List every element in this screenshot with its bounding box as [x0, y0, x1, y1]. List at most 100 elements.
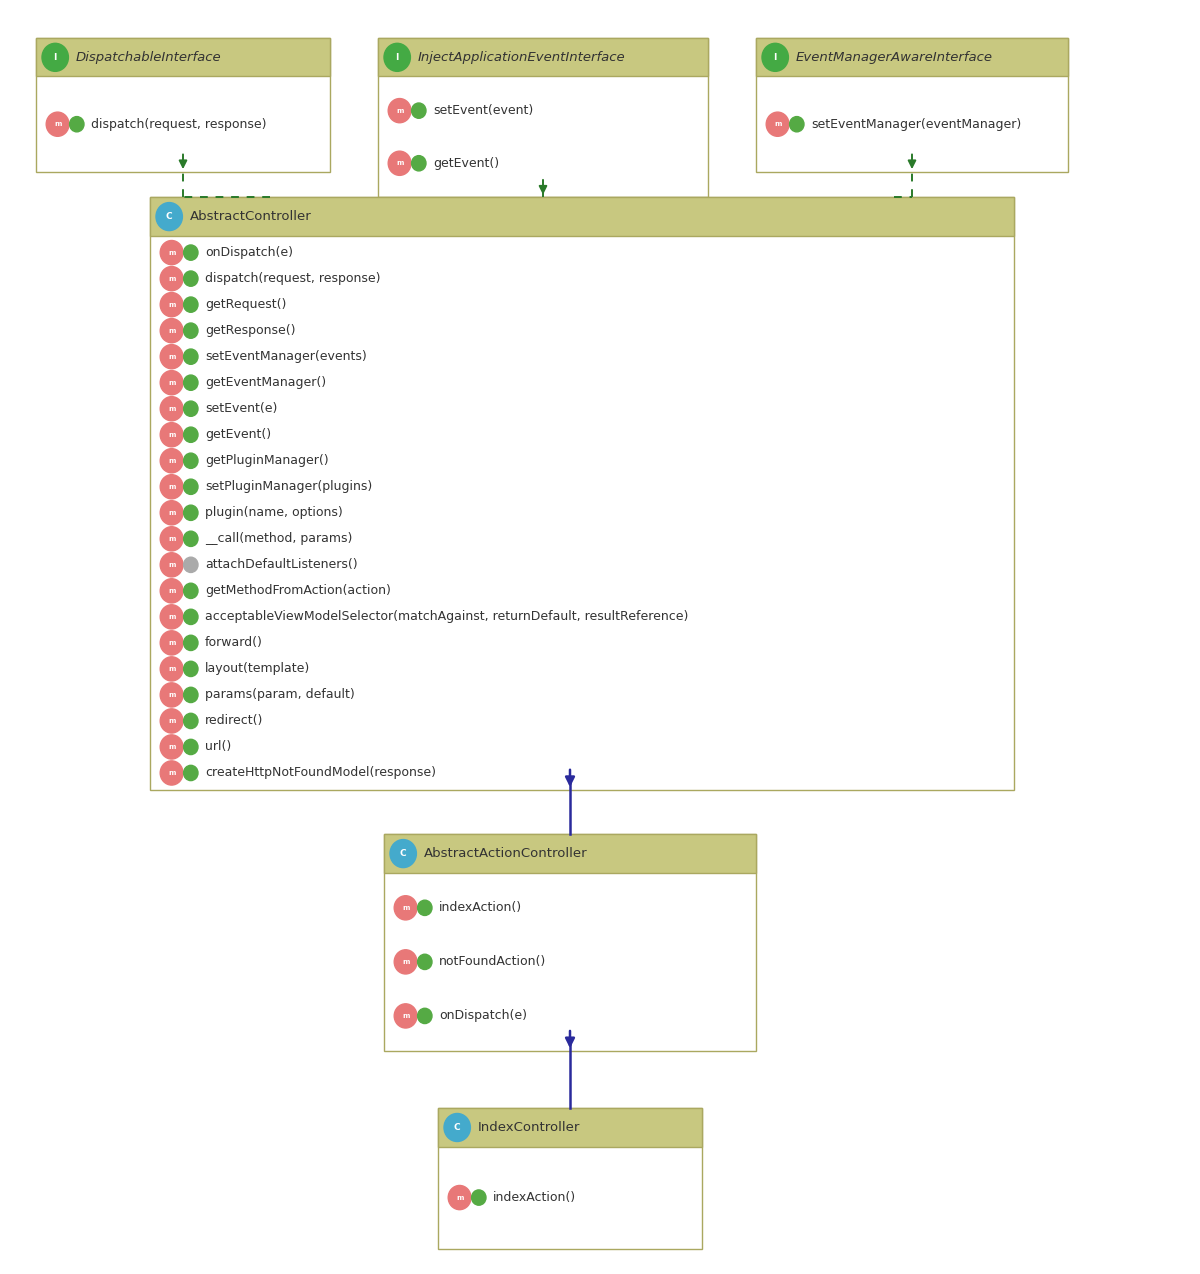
- Text: I: I: [396, 52, 398, 62]
- Text: getPluginManager(): getPluginManager(): [205, 455, 329, 468]
- Text: AbstractActionController: AbstractActionController: [424, 847, 587, 860]
- Circle shape: [184, 583, 198, 599]
- Bar: [384, 834, 756, 873]
- Circle shape: [184, 531, 198, 547]
- Circle shape: [184, 766, 198, 781]
- Circle shape: [444, 1113, 470, 1142]
- Text: __call(method, params): __call(method, params): [205, 533, 353, 545]
- Text: m: m: [168, 327, 175, 334]
- Text: m: m: [168, 432, 175, 438]
- Circle shape: [395, 1004, 418, 1028]
- Text: DispatchableInterface: DispatchableInterface: [76, 51, 221, 64]
- Circle shape: [184, 661, 198, 676]
- Bar: [756, 38, 1068, 172]
- Text: redirect(): redirect(): [205, 715, 264, 727]
- Text: m: m: [168, 640, 175, 646]
- Circle shape: [161, 708, 182, 733]
- Circle shape: [184, 324, 198, 339]
- Text: layout(template): layout(template): [205, 662, 311, 675]
- Circle shape: [161, 475, 182, 499]
- Circle shape: [184, 636, 198, 651]
- Circle shape: [390, 840, 416, 868]
- Text: notFoundAction(): notFoundAction(): [439, 956, 546, 968]
- Text: indexAction(): indexAction(): [493, 1191, 576, 1204]
- Circle shape: [161, 344, 182, 368]
- Text: m: m: [396, 161, 403, 167]
- Text: m: m: [54, 121, 61, 127]
- Circle shape: [184, 349, 198, 364]
- Circle shape: [184, 297, 198, 312]
- Text: InjectApplicationEventInterface: InjectApplicationEventInterface: [418, 51, 625, 64]
- Circle shape: [184, 454, 198, 469]
- Circle shape: [184, 713, 198, 729]
- Text: setEventManager(eventManager): setEventManager(eventManager): [811, 117, 1021, 131]
- Bar: [378, 38, 708, 76]
- Text: createHttpNotFoundModel(response): createHttpNotFoundModel(response): [205, 767, 437, 780]
- Circle shape: [418, 954, 432, 970]
- Circle shape: [184, 375, 198, 390]
- Circle shape: [395, 896, 418, 920]
- Circle shape: [767, 112, 790, 136]
- Circle shape: [161, 371, 182, 395]
- Text: dispatch(request, response): dispatch(request, response): [91, 117, 266, 131]
- Text: I: I: [774, 52, 776, 62]
- Bar: [756, 38, 1068, 76]
- Text: m: m: [456, 1195, 463, 1200]
- Text: setEvent(e): setEvent(e): [205, 403, 277, 415]
- Text: C: C: [166, 211, 173, 222]
- Circle shape: [161, 761, 182, 785]
- Circle shape: [418, 901, 432, 916]
- Circle shape: [184, 401, 198, 417]
- Circle shape: [42, 43, 68, 71]
- Circle shape: [384, 43, 410, 71]
- Text: onDispatch(e): onDispatch(e): [439, 1009, 527, 1023]
- Circle shape: [161, 266, 182, 290]
- Circle shape: [161, 318, 182, 343]
- Text: m: m: [396, 107, 403, 113]
- Circle shape: [161, 526, 182, 550]
- Circle shape: [184, 609, 198, 624]
- Circle shape: [184, 557, 198, 572]
- Text: m: m: [168, 744, 175, 750]
- Text: url(): url(): [205, 740, 232, 753]
- Text: m: m: [168, 250, 175, 256]
- Circle shape: [161, 396, 182, 420]
- Text: m: m: [168, 769, 175, 776]
- Circle shape: [156, 203, 182, 231]
- Circle shape: [389, 152, 410, 176]
- Circle shape: [389, 98, 410, 122]
- Text: forward(): forward(): [205, 637, 263, 650]
- Circle shape: [161, 241, 182, 265]
- Circle shape: [161, 605, 182, 629]
- Text: m: m: [168, 510, 175, 516]
- Bar: [378, 38, 708, 197]
- Circle shape: [412, 155, 426, 171]
- Text: getEvent(): getEvent(): [205, 428, 271, 441]
- Circle shape: [184, 271, 198, 287]
- Text: C: C: [454, 1122, 461, 1133]
- Circle shape: [412, 103, 426, 118]
- Text: m: m: [168, 484, 175, 489]
- Circle shape: [161, 293, 182, 317]
- Bar: [36, 38, 330, 76]
- Text: I: I: [54, 52, 56, 62]
- Text: m: m: [168, 405, 175, 412]
- Text: IndexController: IndexController: [478, 1121, 580, 1134]
- Text: m: m: [168, 692, 175, 698]
- Circle shape: [184, 687, 198, 702]
- Text: getResponse(): getResponse(): [205, 324, 295, 338]
- Text: m: m: [402, 1013, 409, 1019]
- Circle shape: [161, 578, 182, 603]
- Circle shape: [184, 479, 198, 494]
- Circle shape: [161, 501, 182, 525]
- Text: params(param, default): params(param, default): [205, 688, 355, 702]
- Text: m: m: [168, 719, 175, 724]
- Circle shape: [418, 1008, 432, 1023]
- Text: AbstractController: AbstractController: [190, 210, 311, 223]
- Text: m: m: [168, 536, 175, 541]
- Text: getMethodFromAction(action): getMethodFromAction(action): [205, 585, 391, 598]
- Circle shape: [161, 657, 182, 682]
- Text: m: m: [402, 959, 409, 964]
- Circle shape: [161, 448, 182, 473]
- Bar: [150, 197, 1014, 790]
